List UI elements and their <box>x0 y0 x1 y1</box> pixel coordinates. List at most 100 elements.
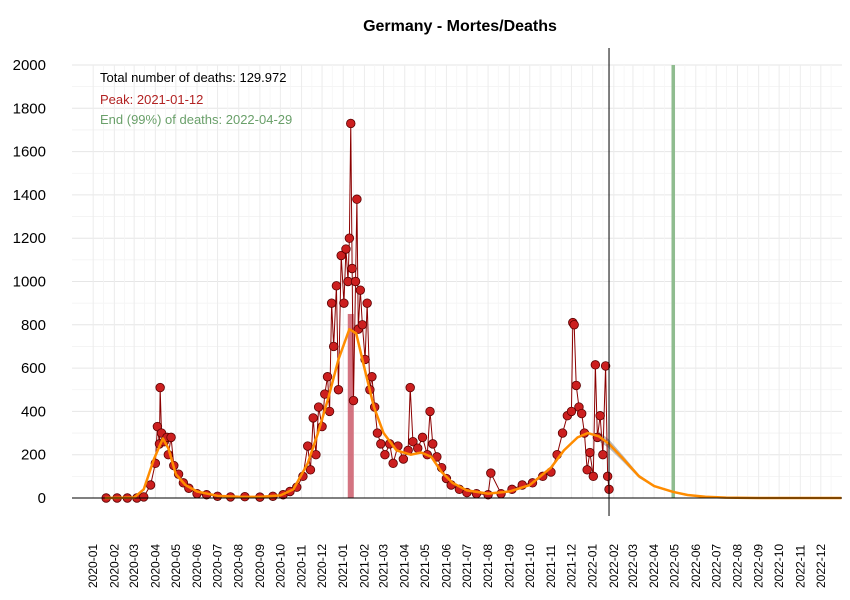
x-tick-label: 2021-11 <box>544 545 558 588</box>
x-tick-label: 2021-07 <box>460 544 474 588</box>
x-tick-label: 2022-02 <box>607 544 621 588</box>
x-tick-label: 2020-12 <box>315 544 329 588</box>
observed-point <box>376 439 386 449</box>
x-tick-label: 2020-06 <box>190 544 204 588</box>
x-tick-label: 2021-05 <box>418 544 432 588</box>
x-tick-label: 2022-05 <box>668 544 682 588</box>
observed-point <box>417 432 428 443</box>
x-tick-label: 2022-03 <box>626 544 640 588</box>
observed-deaths-line <box>106 123 610 499</box>
y-tick-label: 2000 <box>13 57 46 74</box>
observed-point <box>600 361 611 371</box>
x-tick-label: 2021-03 <box>377 544 391 588</box>
observed-point <box>352 194 362 204</box>
x-tick-label: 2020-10 <box>273 544 287 588</box>
x-tick-label: 2020-01 <box>86 544 100 588</box>
x-tick-label: 2021-09 <box>502 544 516 588</box>
x-tick-label: 2022-08 <box>730 544 744 588</box>
x-tick-label: 2022-07 <box>709 544 723 588</box>
x-tick-label: 2021-01 <box>336 544 350 588</box>
observed-point <box>428 439 438 449</box>
observed-point <box>362 298 372 308</box>
x-tick-label: 2022-10 <box>772 544 786 588</box>
observed-point <box>336 250 346 261</box>
observed-point <box>328 341 339 352</box>
x-tick-label: 2022-01 <box>586 544 600 588</box>
observed-point <box>585 447 595 458</box>
x-tick-label: 2022-09 <box>752 544 766 588</box>
observed-point <box>305 465 316 475</box>
y-tick-label: 600 <box>21 360 46 377</box>
observed-point <box>308 413 318 423</box>
x-tick-label: 2021-04 <box>398 544 412 588</box>
observed-point <box>571 380 581 391</box>
x-tick-label: 2020-11 <box>295 545 309 588</box>
x-tick-label: 2020-07 <box>211 544 225 588</box>
observed-point <box>408 437 418 447</box>
x-tick-label: 2020-02 <box>107 544 121 588</box>
observed-point <box>333 385 344 395</box>
observed-point <box>322 372 333 382</box>
observed-point <box>145 480 156 490</box>
x-tick-label: 2020-09 <box>253 544 267 588</box>
observed-point <box>346 118 356 129</box>
observed-point <box>344 233 355 243</box>
observed-point <box>602 471 613 482</box>
axes: 0 200 400 600 800 1000 1200 1400 1600 1800 2000 202… <box>13 48 842 588</box>
observed-point <box>486 468 496 478</box>
smoothed-deaths-curve <box>104 327 842 500</box>
y-tick-label: 1000 <box>13 274 46 291</box>
x-tick-label: 2020-05 <box>169 544 183 588</box>
x-tick-label: 2020-08 <box>232 544 246 588</box>
observed-point <box>155 382 165 393</box>
forecast-uncertainty-band <box>598 431 842 498</box>
observed-point <box>576 408 587 419</box>
observed-point <box>347 263 357 274</box>
x-tick-label: 2022-04 <box>647 544 661 588</box>
observed-point <box>331 281 342 291</box>
observed-point <box>588 471 599 482</box>
x-tick-label: 2022-06 <box>689 544 703 588</box>
observed-point <box>372 428 383 438</box>
observed-point <box>380 450 390 460</box>
observed-point <box>339 298 349 308</box>
observed-point <box>357 320 368 330</box>
x-tick-label: 2020-03 <box>127 544 141 588</box>
observed-point <box>313 402 324 412</box>
peak-bar <box>347 313 354 498</box>
forecast-band <box>598 431 842 498</box>
observed-point <box>557 428 568 438</box>
observed-point <box>598 450 608 460</box>
observed-point <box>303 441 313 451</box>
observed-point <box>139 492 149 502</box>
x-tick-label: 2021-08 <box>481 544 495 588</box>
x-tick-label: 2020-04 <box>148 544 162 588</box>
y-tick-label: 1600 <box>13 144 46 161</box>
observed-point <box>413 443 423 453</box>
x-tick-label: 2021-12 <box>564 544 578 588</box>
x-tick-label: 2021-02 <box>357 544 371 588</box>
observed-point <box>569 320 579 330</box>
observed-point <box>405 382 415 393</box>
chart-title: Germany - Mortes/Deaths <box>363 18 557 35</box>
y-tick-label: 0 <box>38 490 46 507</box>
observed-point <box>166 432 176 443</box>
observed-point <box>590 360 601 370</box>
observed-point <box>566 406 577 417</box>
x-tick-label: 2021-06 <box>439 544 453 588</box>
x-tick-label: 2021-10 <box>523 544 537 588</box>
observed-point <box>355 285 366 295</box>
observed-point <box>595 411 605 421</box>
observed-point <box>582 465 592 475</box>
end-label: End (99%) of deaths: 2022-04-29 <box>100 112 292 127</box>
y-tick-label: 1400 <box>13 187 46 204</box>
x-tick-label: 2022-11 <box>793 545 807 588</box>
observed-point <box>425 406 435 417</box>
observed-point <box>326 298 337 308</box>
y-tick-label: 1200 <box>13 230 46 247</box>
chart-marks <box>101 65 842 503</box>
grid <box>72 64 842 499</box>
y-tick-label: 1800 <box>13 100 46 117</box>
peak-label: Peak: 2021-01-12 <box>100 92 203 107</box>
